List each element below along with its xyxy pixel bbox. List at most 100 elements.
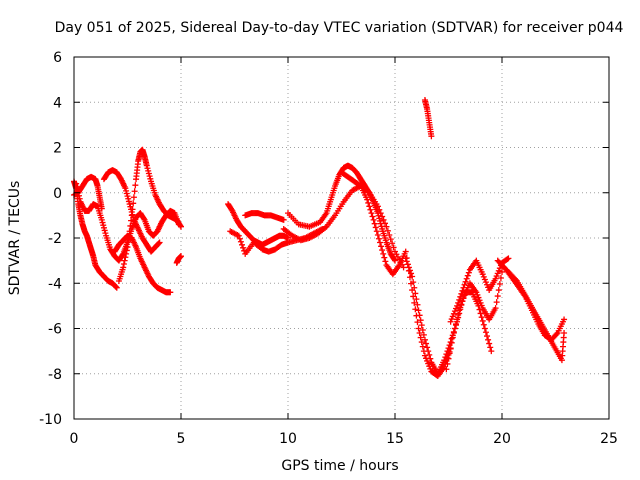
data-point [380, 216, 387, 223]
data-point [428, 133, 435, 140]
data-point [400, 264, 407, 271]
data-point [408, 270, 415, 277]
data-point [444, 360, 451, 367]
data-point [415, 325, 422, 332]
data-point [411, 299, 418, 306]
data-point [413, 296, 420, 303]
y-tick-label: -8 [48, 367, 62, 383]
data-point [382, 220, 389, 227]
data-point [365, 199, 372, 206]
data-point [458, 301, 465, 308]
series-sat-d [100, 167, 163, 255]
data-point [414, 319, 421, 326]
data-points [71, 96, 568, 380]
data-point [561, 316, 568, 323]
data-point [420, 331, 427, 338]
data-point [561, 330, 568, 337]
data-point [442, 354, 449, 361]
y-tick-label: 2 [53, 141, 62, 157]
axis-ticks [73, 56, 610, 420]
data-point [368, 210, 375, 217]
data-point [76, 195, 83, 202]
data-point [494, 293, 501, 300]
data-point [367, 206, 374, 213]
data-point [372, 224, 379, 231]
data-point [454, 302, 461, 309]
data-point [504, 256, 511, 263]
data-point [419, 343, 426, 350]
x-tick-labels: 0 5 10 15 20 25 [70, 431, 618, 447]
data-point [448, 339, 455, 346]
data-point [411, 284, 418, 291]
data-point [496, 281, 503, 288]
data-point [447, 345, 454, 352]
data-point [73, 183, 80, 190]
data-point [387, 236, 394, 243]
data-point [478, 314, 485, 321]
data-point [120, 261, 127, 268]
series-sat-p [443, 289, 495, 373]
y-tick-label: 0 [53, 186, 62, 202]
data-point [377, 210, 384, 217]
data-point [457, 304, 464, 311]
data-point [493, 299, 500, 306]
data-point [378, 243, 385, 250]
series-sat-h [225, 201, 291, 248]
data-point [406, 267, 413, 274]
y-tick-label: -6 [48, 322, 62, 338]
data-point [455, 299, 462, 306]
data-point [486, 340, 493, 347]
data-point [423, 340, 430, 347]
data-point [410, 293, 417, 300]
data-point [455, 311, 462, 318]
data-point [124, 244, 131, 251]
data-point [130, 194, 137, 201]
data-point [366, 203, 373, 210]
data-point [461, 281, 468, 288]
data-point [421, 336, 428, 343]
data-point [356, 182, 363, 189]
data-point [369, 213, 376, 220]
x-tick-label: 20 [493, 431, 511, 447]
series-sat-l [280, 182, 407, 271]
data-point [476, 306, 483, 313]
data-point [497, 274, 504, 281]
y-tick-label: 6 [53, 50, 62, 66]
x-tick-label: 0 [70, 431, 79, 447]
data-point [120, 264, 127, 271]
data-point [131, 188, 138, 195]
data-point [505, 255, 512, 262]
series-sat-i [242, 210, 287, 223]
data-point [452, 320, 459, 327]
data-point [374, 203, 381, 210]
data-point [416, 330, 423, 337]
x-tick-label: 5 [177, 431, 186, 447]
data-point [75, 192, 82, 199]
data-point [457, 293, 464, 300]
data-point [375, 235, 382, 242]
data-point [464, 272, 471, 279]
y-tick-label: -2 [48, 231, 62, 247]
data-point [412, 306, 419, 313]
data-point [382, 258, 389, 265]
data-point [376, 206, 383, 213]
data-point [384, 227, 391, 234]
data-point [125, 238, 132, 245]
data-point [456, 296, 463, 303]
data-point [113, 284, 120, 291]
data-point [419, 327, 426, 334]
data-point [477, 310, 484, 317]
data-point [386, 231, 393, 238]
data-point [553, 331, 560, 338]
y-tick-label: -10 [39, 412, 62, 428]
data-point [485, 336, 492, 343]
data-point [460, 284, 467, 291]
data-point [443, 366, 450, 373]
data-point [499, 268, 505, 275]
data-point [236, 235, 243, 242]
data-point [129, 206, 136, 213]
data-point [484, 333, 491, 340]
series-sat-s [503, 266, 568, 343]
data-point [451, 325, 458, 332]
